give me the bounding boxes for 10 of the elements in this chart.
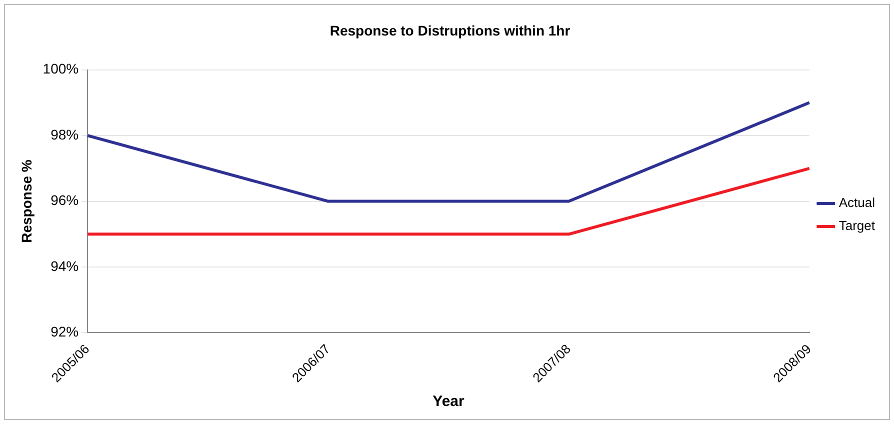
y-tick-label: 98% [50,126,79,142]
y-tick-label: 92% [50,324,79,340]
y-tick-label: 94% [50,258,79,274]
legend-label: Actual [838,195,876,210]
y-tick-label: 100% [42,60,79,77]
legend-label: Target [838,218,876,234]
chart-title: Response to Distruptions within 1hr [330,22,571,38]
x-axis-title: Year [432,393,464,410]
y-tick-label: 96% [50,192,79,208]
y-axis-title: Response % [18,159,34,243]
